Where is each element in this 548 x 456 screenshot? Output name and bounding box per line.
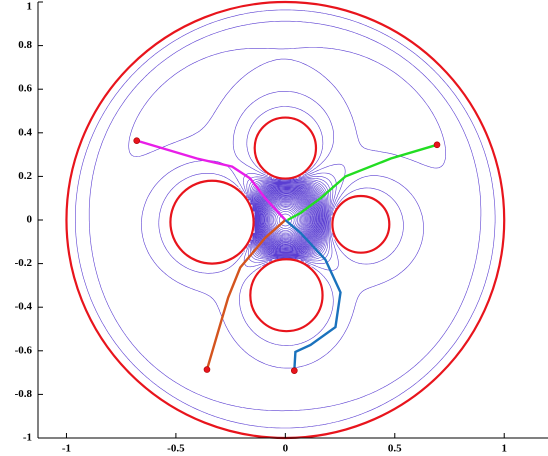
trajectory bbox=[286, 143, 438, 222]
trajectory bbox=[205, 219, 287, 370]
x-tick-label: -1 bbox=[62, 443, 71, 455]
contour-line bbox=[252, 181, 327, 257]
obstacle bbox=[331, 194, 391, 254]
contour-line bbox=[259, 191, 316, 248]
contour-line bbox=[249, 178, 331, 259]
contour-line bbox=[248, 176, 334, 260]
contour-line bbox=[75, 9, 496, 429]
contour-line bbox=[88, 20, 482, 412]
start-point bbox=[133, 137, 141, 144]
y-tick-label: -0.4 bbox=[15, 301, 33, 313]
trajectory bbox=[136, 139, 287, 221]
contour-line bbox=[265, 198, 308, 241]
x-tick-label: 0 bbox=[283, 443, 289, 455]
y-tick-label: -0.8 bbox=[15, 388, 33, 400]
contour-line bbox=[250, 179, 330, 258]
start-point bbox=[291, 367, 298, 374]
start-point bbox=[433, 141, 441, 149]
contour-line bbox=[257, 188, 320, 251]
contour-line bbox=[260, 192, 314, 247]
x-tick-label: 1 bbox=[501, 443, 507, 455]
contour-line bbox=[258, 189, 318, 250]
contour-line bbox=[255, 185, 322, 254]
contour-line bbox=[273, 207, 299, 233]
obstacle bbox=[249, 258, 324, 333]
y-tick-label: 0.6 bbox=[18, 83, 32, 95]
contours bbox=[75, 9, 496, 429]
y-tick-label: -1 bbox=[23, 432, 32, 444]
contour-line bbox=[257, 188, 319, 251]
y-tick-label: 0.2 bbox=[18, 170, 32, 182]
y-tick-label: 0.8 bbox=[18, 39, 32, 51]
contour-line bbox=[262, 194, 312, 245]
contour-line bbox=[263, 196, 310, 244]
obstacle bbox=[253, 116, 318, 180]
contour-line bbox=[254, 184, 324, 255]
obstacle bbox=[169, 179, 255, 265]
contour-line bbox=[269, 203, 303, 237]
y-tick-label: 0 bbox=[27, 214, 33, 226]
y-tick-label: 0.4 bbox=[18, 126, 32, 138]
start-point bbox=[203, 366, 211, 373]
contour-line bbox=[264, 197, 309, 242]
y-tick-label: -0.2 bbox=[15, 257, 33, 269]
contour-line bbox=[259, 190, 316, 249]
contour-line bbox=[261, 193, 313, 246]
contour-line bbox=[270, 204, 301, 236]
contour-line bbox=[261, 194, 312, 246]
contour-line bbox=[128, 47, 446, 264]
x-tick-label: -0.5 bbox=[167, 443, 185, 455]
contour-line bbox=[262, 195, 311, 244]
contour-line bbox=[260, 192, 315, 247]
contour-line bbox=[267, 201, 305, 239]
contour-line bbox=[266, 200, 306, 240]
trajectory bbox=[284, 219, 342, 371]
y-tick-label: -0.6 bbox=[15, 344, 33, 356]
x-tick-label: 0.5 bbox=[388, 443, 402, 455]
y-tick-label: 1 bbox=[27, 1, 33, 13]
